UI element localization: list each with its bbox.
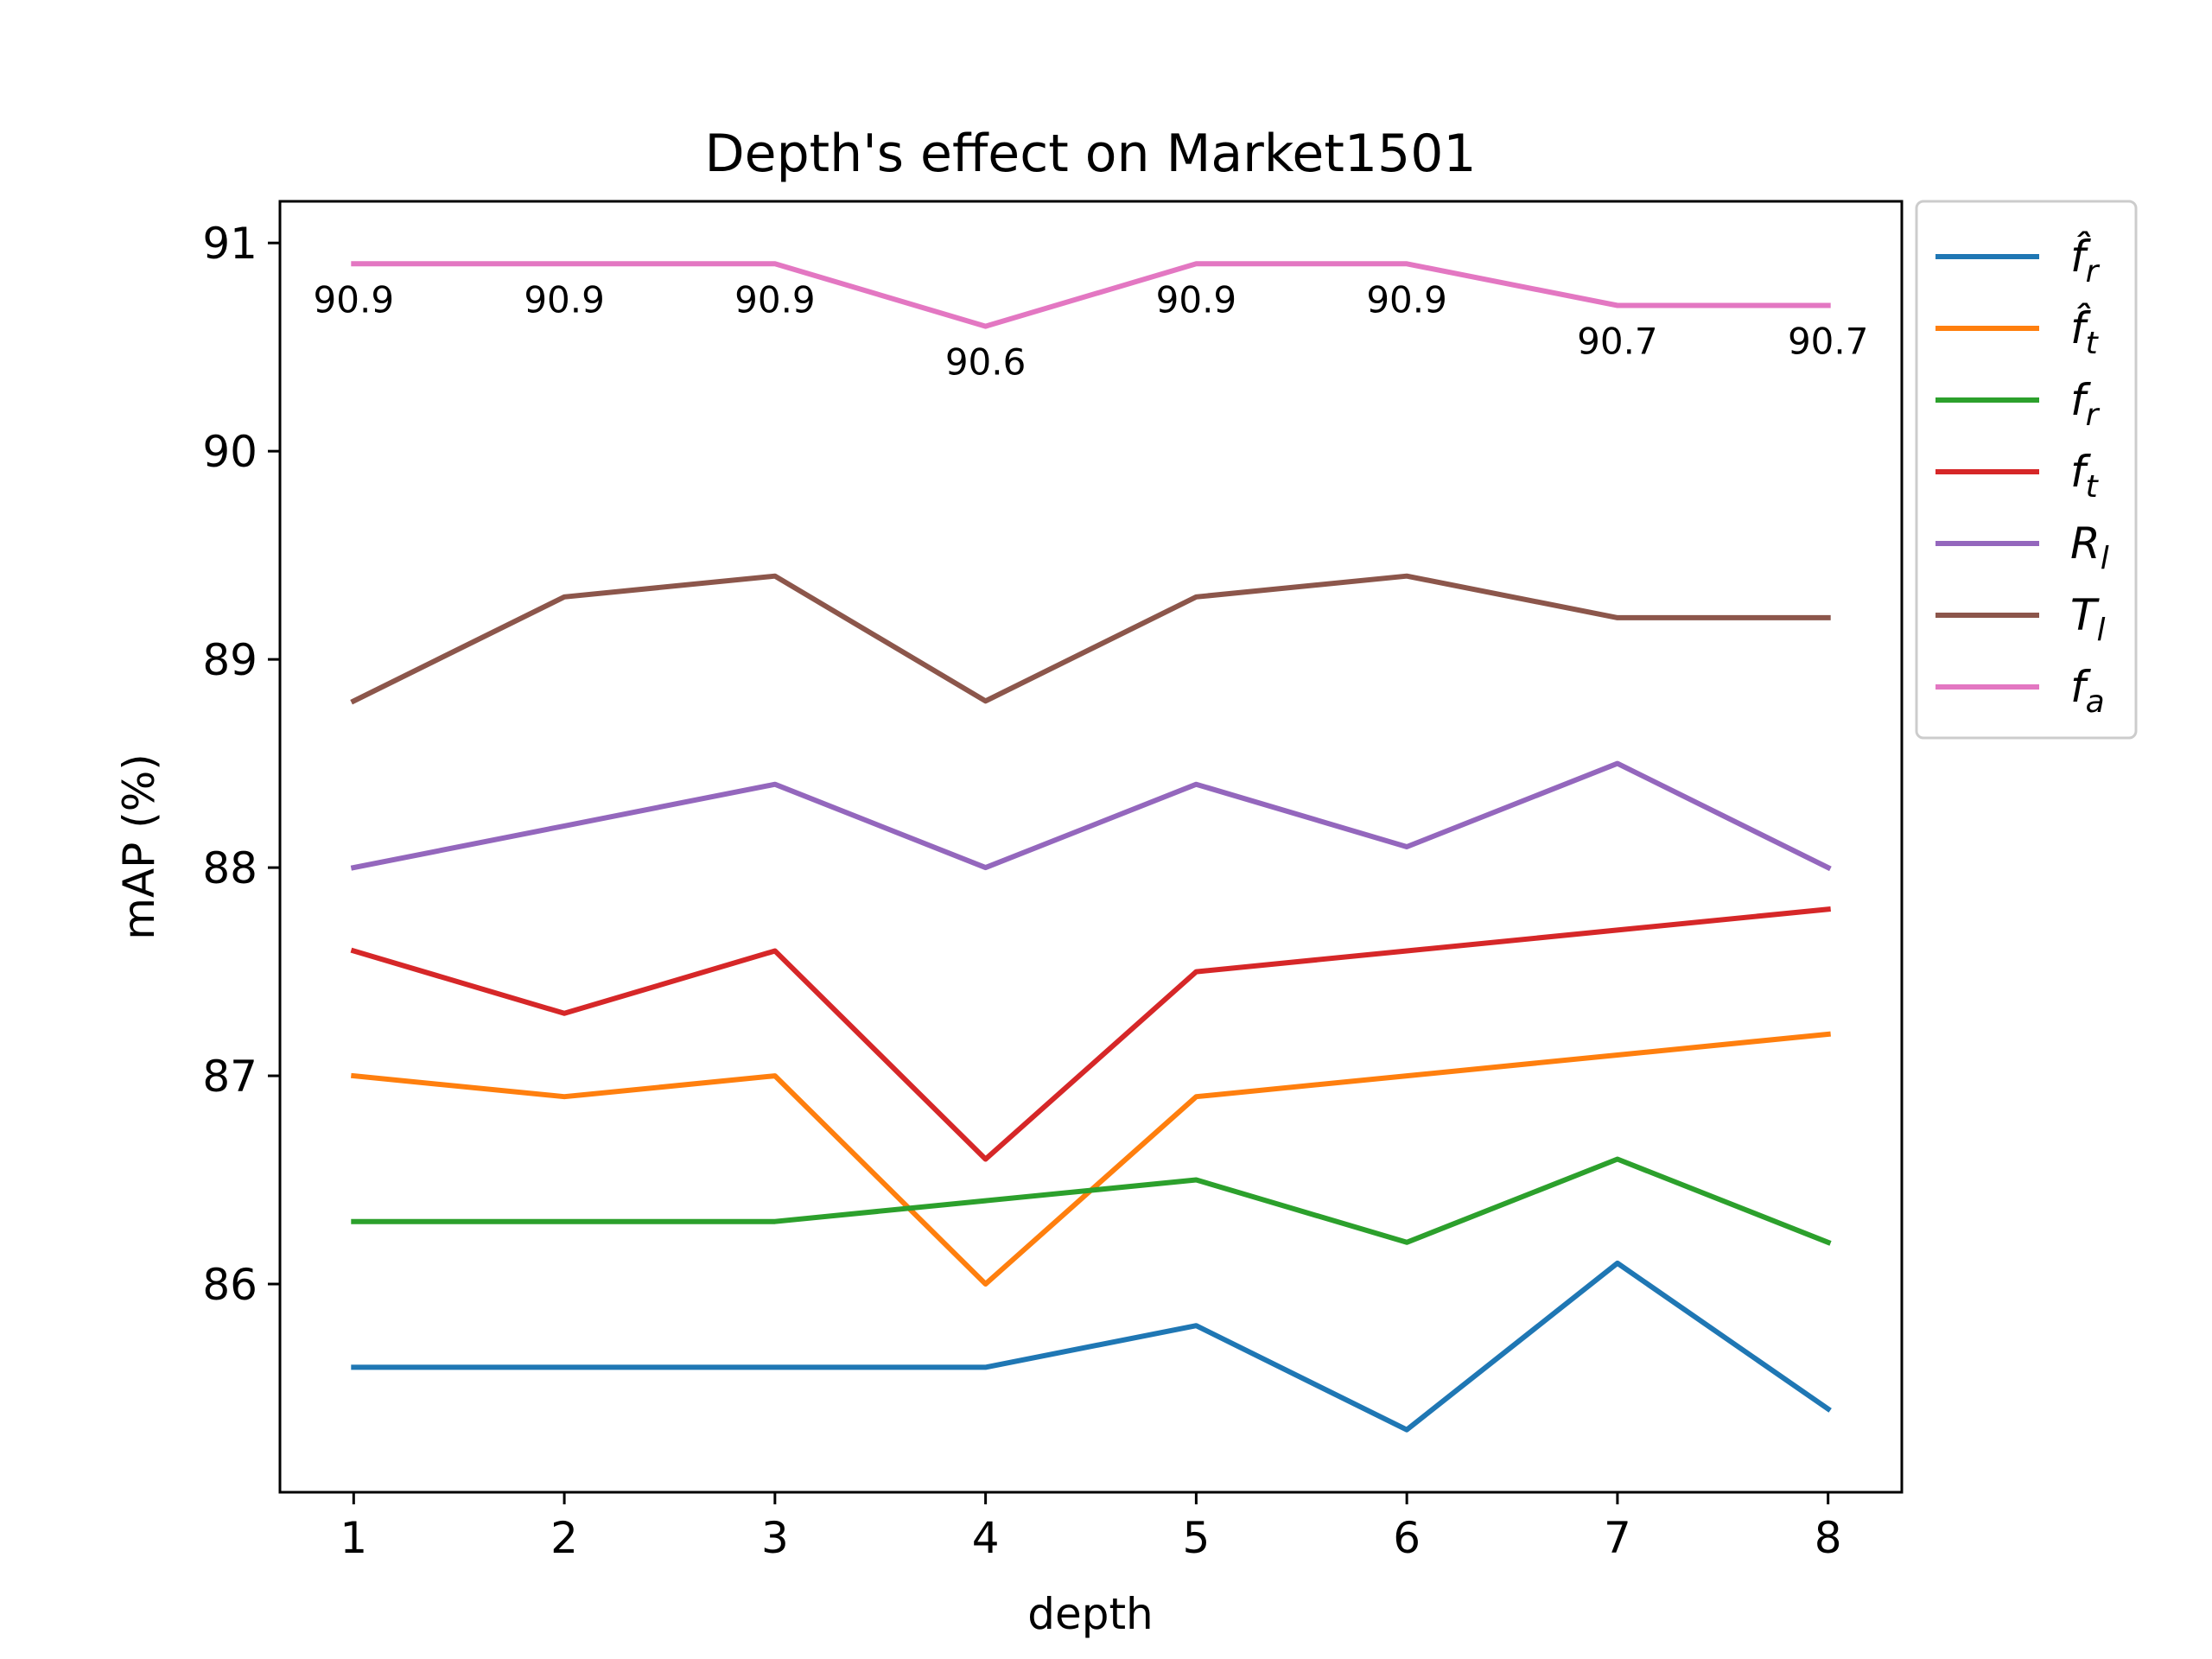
data-label: 90.9 [524,278,605,321]
y-tick-label: 89 [202,635,257,685]
y-tick-label: 91 [202,219,257,269]
y-axis-label: mAP (%) [114,753,164,939]
y-tick-label: 88 [202,843,257,893]
series-line-t-1 [351,1031,1831,1287]
legend-label: ft [2070,447,2100,505]
series-line-l-5 [350,573,1831,705]
data-label: 90.9 [314,278,395,321]
x-tick-label: 6 [1393,1513,1421,1563]
plot-frame [278,200,1904,1494]
series-line-l-4 [350,760,1832,872]
x-tick-label: 4 [972,1513,1000,1563]
series-line-t-3 [350,906,1831,1162]
x-tick-label: 1 [340,1513,367,1563]
y-tick-label: 86 [202,1260,257,1310]
x-tick-label: 3 [761,1513,789,1563]
data-label: 90.9 [734,278,816,321]
y-tick-label: 87 [202,1052,257,1102]
x-tick-label: 8 [1815,1513,1842,1563]
x-tick-label: 2 [550,1513,578,1563]
x-axis-label: depth [1027,1589,1154,1639]
legend-label: Rl [2070,518,2109,576]
data-label: 90.7 [1788,321,1869,363]
x-tick-label: 5 [1182,1513,1210,1563]
data-label: 90.9 [1156,278,1237,321]
data-label: 90.9 [1366,278,1447,321]
y-axis: 86 87 88 89 90 91 [202,219,280,1310]
y-tick-label: 90 [202,427,257,477]
series-line-r-0 [351,1260,1832,1433]
x-axis: 1 2 3 4 5 6 7 8 [340,1492,1842,1563]
series-line-a-6 [351,261,1831,329]
series-line-r-2 [351,1156,1832,1246]
plot-area: 90.9 90.9 90.9 90.6 90.9 90.9 90.7 90.7 [314,261,1869,1433]
x-tick-label: 7 [1604,1513,1631,1563]
legend-label: Tl [2070,590,2106,648]
data-label: 90.6 [945,341,1027,384]
data-label: 90.7 [1577,321,1658,363]
chart-title: Depth's effect on Market1501 [704,124,1476,184]
